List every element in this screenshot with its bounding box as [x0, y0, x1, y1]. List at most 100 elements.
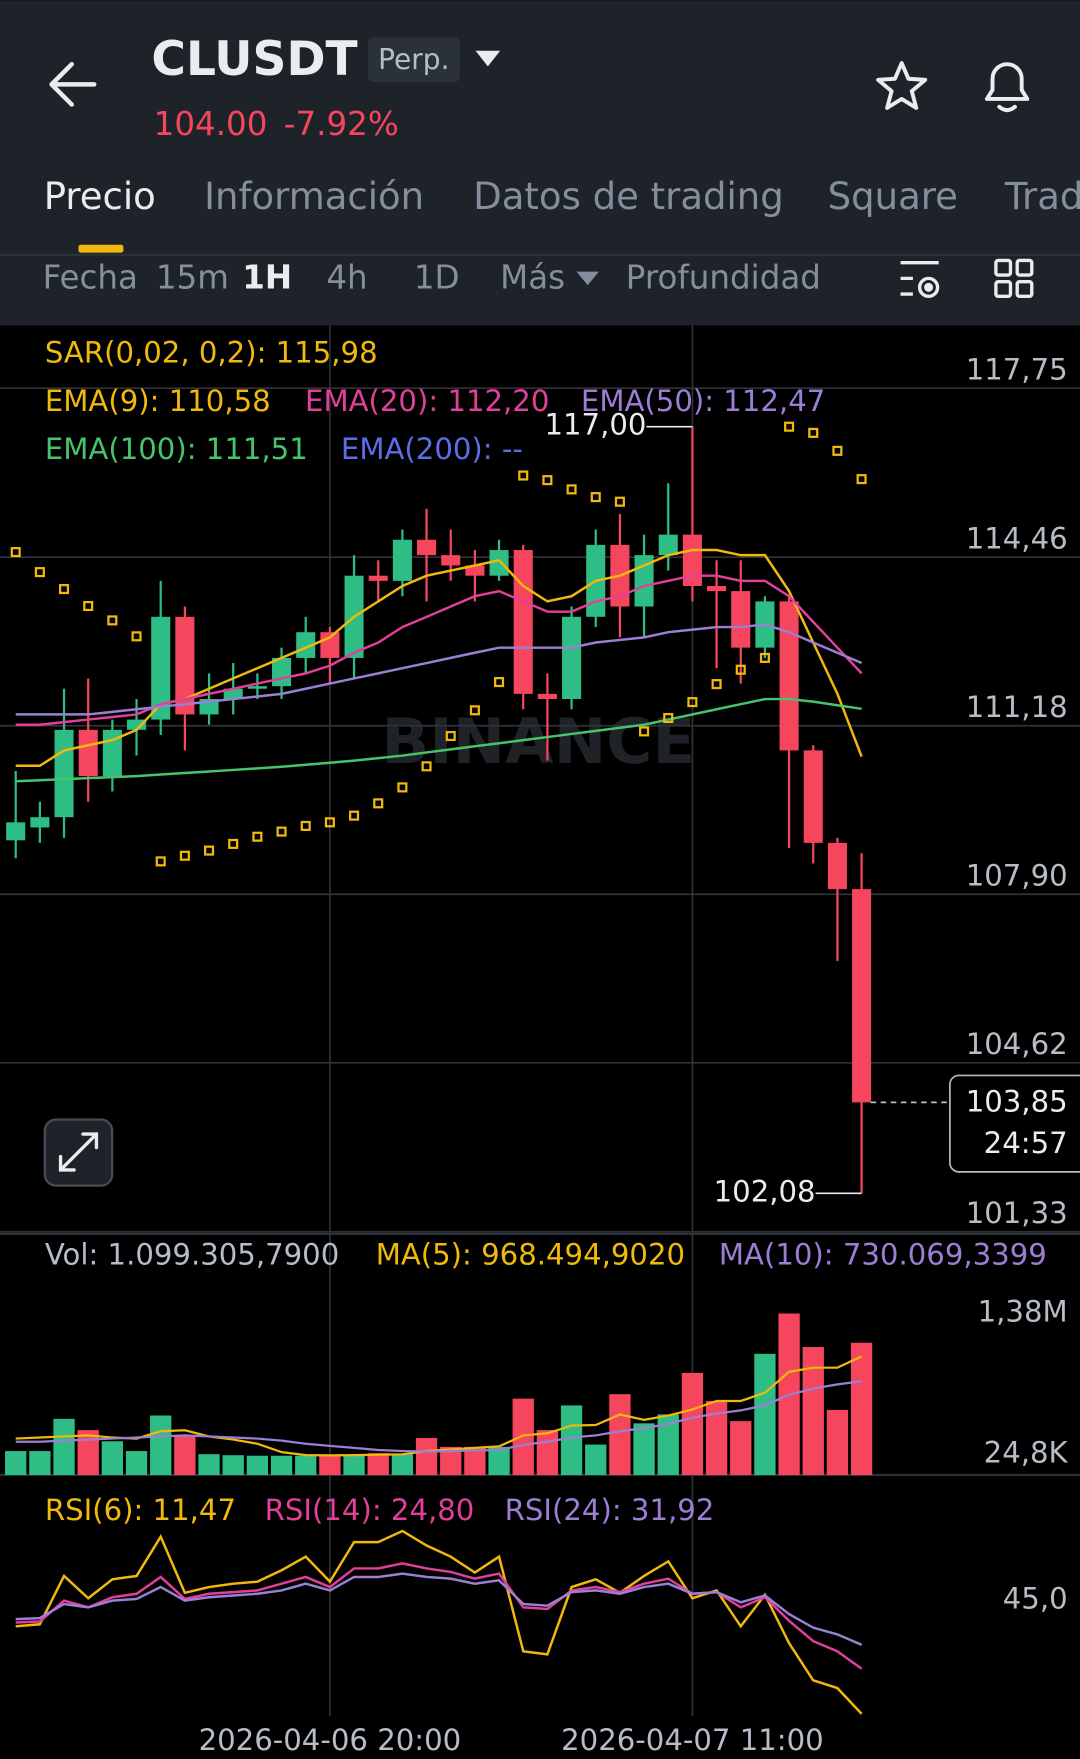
sar-dot — [518, 470, 529, 481]
volume-bar — [125, 1451, 148, 1476]
candle-body — [417, 539, 437, 556]
tab[interactable]: Precio — [44, 175, 156, 218]
symbol: CLUSDT — [151, 32, 357, 87]
candle-body — [272, 657, 292, 687]
expand-button[interactable] — [43, 1118, 114, 1187]
volume-bar — [657, 1414, 679, 1476]
interval[interactable]: 15m — [156, 259, 229, 297]
tab-indicator — [78, 244, 124, 253]
volume-bar — [101, 1441, 124, 1476]
tab[interactable]: Datos de trading — [473, 175, 783, 218]
legend-item: RSI(24): 31,92 — [505, 1493, 715, 1527]
interval[interactable]: 1D — [414, 259, 460, 297]
tab[interactable]: Información — [204, 175, 424, 218]
last-price-label: 103,85 — [966, 1084, 1068, 1118]
sar-dot — [614, 496, 625, 507]
layout-button[interactable] — [994, 258, 1034, 299]
more-dropdown[interactable] — [576, 271, 599, 286]
tab[interactable]: Trad — [1004, 175, 1080, 218]
last-price-box — [949, 1074, 1080, 1173]
candle-body — [658, 534, 678, 556]
sar-dot — [373, 798, 384, 809]
volume-bar — [222, 1455, 244, 1476]
volume-bar — [440, 1446, 462, 1476]
interval[interactable]: Fecha — [43, 259, 138, 297]
sar-dot — [832, 445, 843, 456]
legend-item: MA(5): 968.494,9020 — [376, 1237, 685, 1271]
sar-dot — [131, 631, 142, 642]
candle-body — [30, 817, 50, 828]
favorite-button[interactable] — [876, 61, 928, 110]
candle-body — [392, 539, 412, 581]
candle-body — [489, 550, 509, 576]
badge: Perp. — [378, 43, 449, 76]
volume-bar — [29, 1451, 51, 1476]
y-tick-label: 107,90 — [966, 858, 1068, 892]
badge-bg — [367, 37, 460, 83]
chart-layer: 117,75 114,46 111,18 107,90 104,62 101,33 2026… — [0, 325, 1080, 1757]
y-tick-label: 117,75 — [966, 352, 1068, 386]
interval[interactable]: Más — [500, 259, 565, 297]
candle-body — [175, 616, 195, 715]
legend-item: EMA(9): 110,58 — [45, 384, 271, 418]
y-tick-label: 101,33 — [966, 1196, 1068, 1230]
candle-body — [6, 822, 26, 841]
volume-bar — [633, 1423, 655, 1476]
legend-item: RSI(6): 11,47 — [45, 1493, 236, 1527]
legend-item: RSI(14): 24,80 — [265, 1493, 475, 1527]
sar-dot — [179, 850, 190, 861]
sar-dot — [276, 826, 287, 837]
indicator-line — [15, 697, 862, 783]
low-marker: 102,08 — [714, 1174, 816, 1208]
candle-body — [513, 550, 533, 694]
candle-body — [537, 693, 557, 700]
symbol-dropdown[interactable] — [475, 50, 501, 67]
watermark: BINANCE — [381, 705, 695, 778]
y-tick-label: 24,8K — [984, 1436, 1069, 1470]
sar-dot — [663, 712, 674, 724]
y-tick-label: 45,0 — [1003, 1582, 1068, 1616]
volume-bar — [391, 1454, 414, 1476]
sar-dot — [445, 730, 456, 742]
volume-bar — [343, 1454, 365, 1476]
candle-body — [707, 585, 727, 592]
sar-dot — [566, 484, 577, 495]
interval[interactable]: 4h — [326, 259, 367, 297]
legend-item: EMA(50): 112,47 — [581, 384, 825, 418]
volume-bar — [802, 1347, 824, 1476]
indicator-settings[interactable] — [900, 260, 940, 299]
sar-dot — [58, 584, 70, 595]
sar-dot — [252, 831, 263, 842]
back-button[interactable] — [49, 61, 97, 107]
candle-body — [247, 686, 267, 689]
sar-dot — [349, 810, 360, 821]
sar-dot — [324, 817, 335, 828]
interval[interactable]: Profundidad — [626, 259, 821, 297]
countdown: 24:57 — [984, 1126, 1068, 1160]
candle-body — [441, 555, 461, 566]
header-bg — [0, 0, 1080, 326]
sar-dot — [590, 492, 601, 503]
interval[interactable]: 1H — [242, 259, 292, 297]
candle-body — [682, 534, 702, 586]
volume-bar — [705, 1400, 728, 1476]
candle-body — [827, 842, 847, 890]
legend-item: MA(10): 730.069,3399 — [719, 1237, 1047, 1271]
legend-item: SAR(0,02, 0,2): 115,98 — [45, 336, 378, 370]
sar-dot — [397, 782, 408, 793]
candle-body — [465, 565, 485, 576]
sar-dot — [639, 726, 650, 737]
volume-bar — [585, 1444, 607, 1476]
candle-body — [731, 591, 751, 648]
legend-item: EMA(100): 111,51 — [45, 432, 308, 466]
volume-bar — [850, 1342, 873, 1476]
tab[interactable]: Square — [828, 175, 958, 218]
sar-dot — [421, 761, 432, 772]
sar-dot — [228, 838, 239, 849]
alert-button[interactable] — [984, 62, 1030, 113]
y-tick-label: 104,62 — [966, 1027, 1068, 1061]
y-tick-label: 114,46 — [966, 521, 1068, 555]
volume-bar — [270, 1455, 293, 1476]
sar-dot — [784, 421, 795, 432]
sar-dot — [856, 474, 867, 485]
